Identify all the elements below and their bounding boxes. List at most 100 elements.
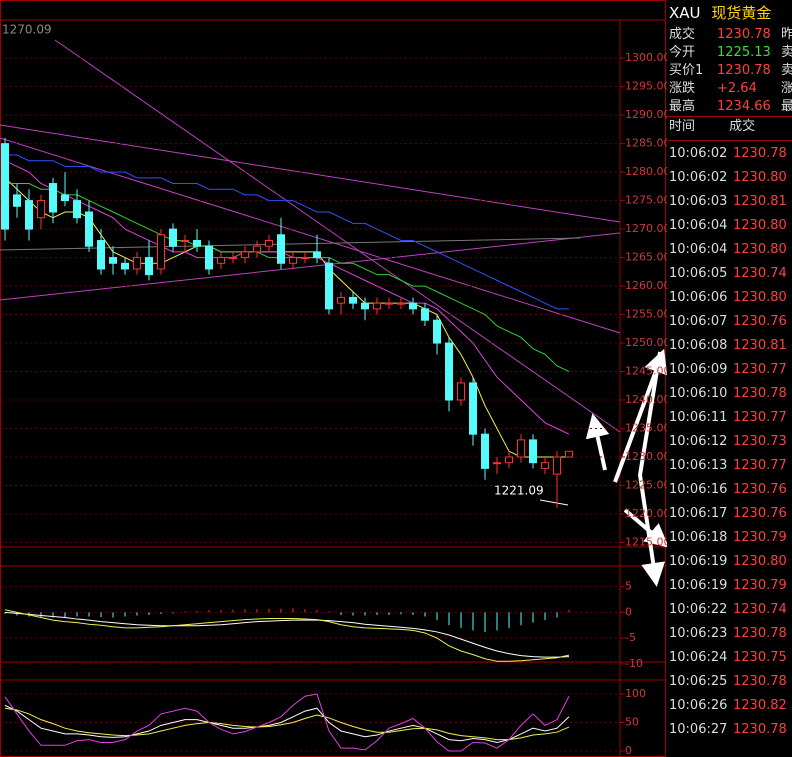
quote-label: 涨跌 [669, 81, 696, 96]
indicator-line [4, 160, 570, 435]
candle-body [97, 239, 105, 270]
y-tick-label: 1215.00 [625, 535, 667, 548]
trade-time: 10:06:27 [669, 722, 728, 737]
candle-body [445, 342, 453, 401]
candle-body [409, 302, 417, 310]
y-tick-label: 1300.00 [625, 51, 667, 64]
candle-body [121, 262, 129, 270]
trade-time: 10:06:07 [669, 314, 728, 329]
y-tick-label: 1245.00 [625, 365, 667, 378]
y-tick-label: 1275.00 [625, 194, 667, 207]
symbol: XAU [669, 4, 701, 22]
trade-price: 1230.73 [733, 434, 787, 449]
candle-body [217, 257, 225, 264]
trade-time: 10:06:04 [669, 218, 728, 233]
trade-price: 1230.81 [733, 194, 787, 209]
candle-body [565, 450, 573, 458]
trade-time: 10:06:09 [669, 362, 728, 377]
candle-body [481, 433, 489, 469]
candle-body [253, 245, 261, 253]
quote-row: 今开 1225.13 卖 [669, 44, 792, 62]
trade-price: 1230.79 [733, 578, 787, 593]
candle-body [529, 439, 537, 464]
trade-price: 1230.80 [733, 170, 787, 185]
candle-body [25, 200, 33, 230]
trade-time: 10:06:11 [669, 410, 728, 425]
candle-body [325, 262, 333, 310]
trade-row: 10:06:05 1230.74 [669, 265, 787, 283]
trade-time: 10:06:06 [669, 290, 728, 305]
y-tick-label: 1285.00 [625, 137, 667, 150]
candle-body [157, 234, 165, 270]
trade-time: 10:06:22 [669, 602, 728, 617]
trade-time: 10:06:02 [669, 170, 728, 185]
indicator-line [4, 611, 570, 658]
quote-label: 买价1 [669, 63, 704, 78]
trade-price: 1230.82 [733, 698, 787, 713]
trade-price: 1230.78 [733, 146, 787, 161]
trade-time: 10:06:13 [669, 458, 728, 473]
quote-value: +2.64 [717, 81, 757, 96]
trade-row: 10:06:19 1230.80 [669, 553, 787, 571]
y-tick-label: 1250.00 [625, 336, 667, 349]
candle-body [517, 439, 525, 458]
trade-price: 1230.76 [733, 482, 787, 497]
candle-body [421, 308, 429, 321]
trade-row: 10:06:08 1230.81 [669, 337, 787, 355]
trade-price: 1230.80 [733, 218, 787, 233]
frame [0, 0, 666, 757]
trade-price: 1230.80 [733, 554, 787, 569]
candle-body [109, 257, 117, 264]
y-tick-label: 100 [625, 687, 646, 700]
quote-extra: 最 [781, 99, 792, 114]
trade-row: 10:06:17 1230.76 [669, 505, 787, 523]
quote-label: 成交 [669, 27, 696, 42]
trade-row: 10:06:16 1230.76 [669, 481, 787, 499]
trade-row: 10:06:02 1230.78 [669, 145, 787, 163]
trade-row: 10:06:13 1230.77 [669, 457, 787, 475]
column-header: 时间 [669, 119, 696, 134]
trade-time: 10:06:17 [669, 506, 728, 521]
candle-body [73, 200, 81, 219]
trade-row: 10:06:11 1230.77 [669, 409, 787, 427]
y-tick-label: 1280.00 [625, 165, 667, 178]
candle-body [13, 194, 21, 207]
quote-row: 涨跌 +2.64 涨 [669, 80, 792, 98]
top-label: 1270.09 [2, 23, 52, 37]
trade-row: 10:06:12 1230.73 [669, 433, 787, 451]
indicator-line [4, 609, 570, 662]
candle-body [289, 257, 297, 264]
trend-lines [0, 39, 621, 433]
y-tick-label: 1230.00 [625, 450, 667, 463]
trade-time: 10:06:24 [669, 650, 728, 665]
quote-value: 1234.66 [717, 99, 771, 114]
candle-body [145, 257, 153, 276]
trend-line [0, 232, 621, 301]
trade-row: 10:06:18 1230.79 [669, 529, 787, 547]
candle-body [1, 143, 9, 230]
candle-body [49, 183, 57, 213]
trade-price: 1230.81 [733, 338, 787, 353]
y-tick-label: 0 [625, 605, 632, 618]
arrow [585, 413, 610, 471]
y-tick-label: 0 [625, 744, 632, 757]
trade-price: 1230.74 [733, 602, 787, 617]
annotation-line [539, 499, 569, 506]
trade-row: 10:06:02 1230.80 [669, 169, 787, 187]
trade-price: 1230.80 [733, 242, 787, 257]
y-tick-label: 1225.00 [625, 478, 667, 491]
trade-price: 1230.78 [733, 626, 787, 641]
y-tick-label: 1220.00 [625, 507, 667, 520]
candle-body [37, 200, 45, 219]
trade-time: 10:06:23 [669, 626, 728, 641]
trade-row: 10:06:25 1230.78 [669, 673, 787, 691]
candle-body [457, 382, 465, 401]
trade-price: 1230.78 [733, 722, 787, 737]
quote-row: 买价1 1230.78 卖 [669, 62, 792, 80]
y-tick-label: 1255.00 [625, 308, 667, 321]
trade-row: 10:06:06 1230.80 [669, 289, 787, 307]
chart-area: 1270.09 1221.09 1300.00 1295.00 1290.00 128… [0, 0, 667, 757]
trade-price: 1230.77 [733, 458, 787, 473]
candle-body [505, 456, 513, 464]
divider [667, 116, 792, 117]
